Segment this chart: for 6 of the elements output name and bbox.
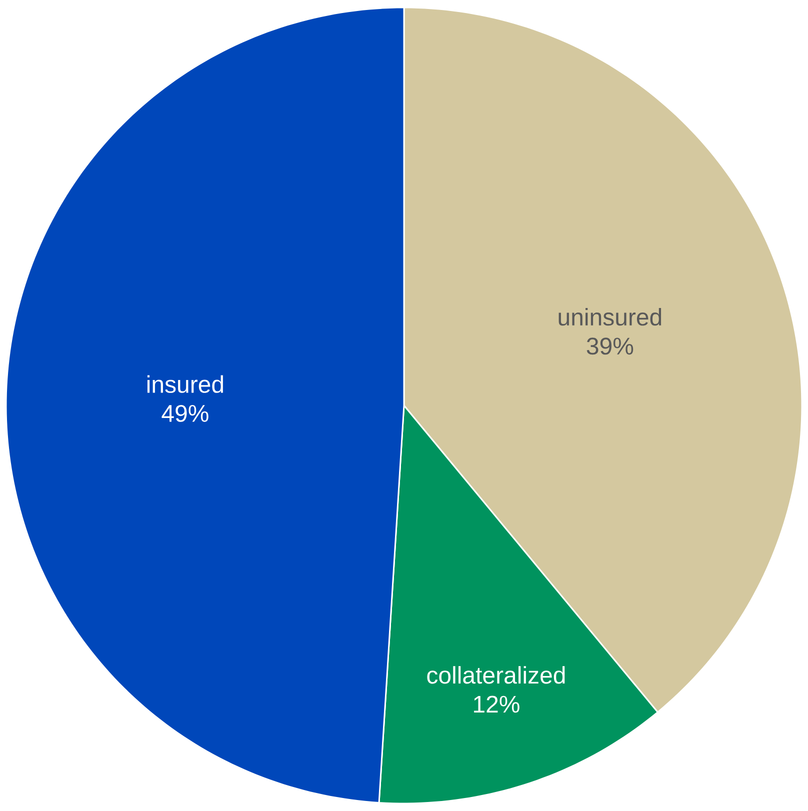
slice-label: insured: [147, 375, 223, 393]
data-label: 12%: [474, 696, 520, 713]
data-label: 39%: [586, 338, 634, 355]
data-label: 49%: [162, 404, 208, 422]
slice-label: collateralized: [427, 666, 565, 684]
slice-label: uninsured: [558, 308, 662, 326]
